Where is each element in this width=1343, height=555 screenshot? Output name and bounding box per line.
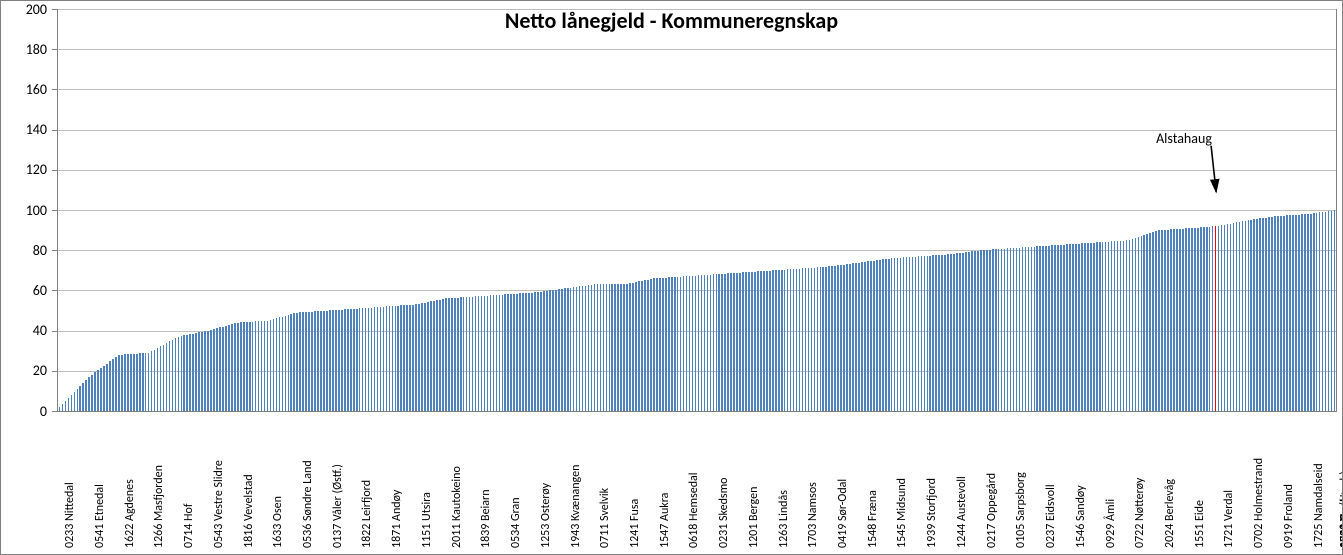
annotation-arrow <box>1 1 1343 555</box>
chart-frame: Netto lånegjeld - Kommuneregnskap 020406… <box>0 0 1343 555</box>
